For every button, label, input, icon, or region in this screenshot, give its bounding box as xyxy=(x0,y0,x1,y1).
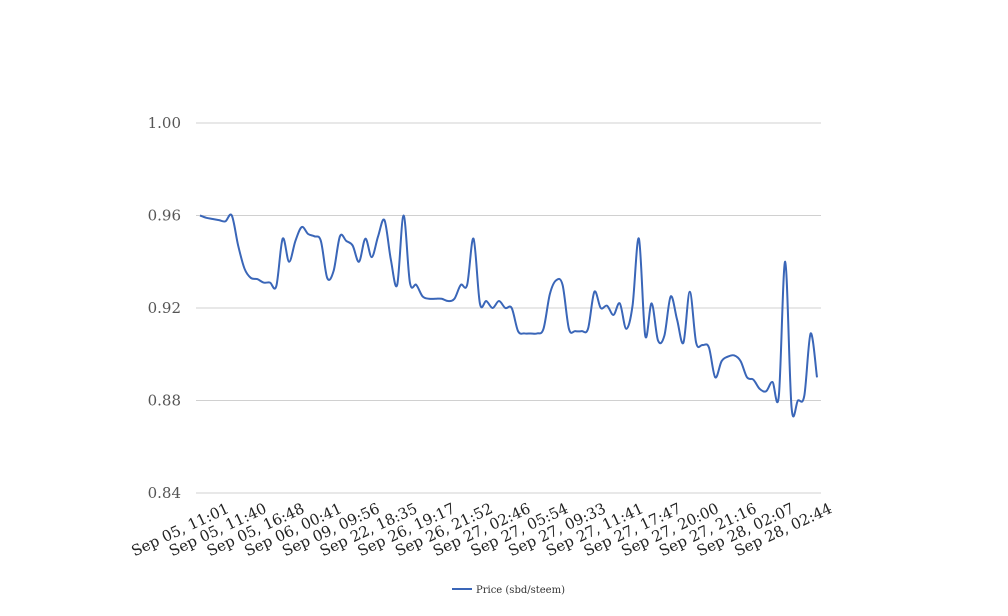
y-tick-label: 0.92 xyxy=(148,299,181,317)
y-axis-ticks: 0.84 0.88 0.92 0.96 1.00 xyxy=(148,114,181,502)
y-tick-label: 1.00 xyxy=(148,114,181,132)
legend: Price (sbd/steem) xyxy=(452,585,565,596)
y-tick-label: 0.96 xyxy=(148,207,181,225)
series-line-0 xyxy=(199,213,818,418)
y-tick-label: 0.88 xyxy=(148,392,181,410)
y-tick-label: 0.84 xyxy=(148,484,181,502)
series-lines xyxy=(199,213,818,418)
legend-label: Price (sbd/steem) xyxy=(476,585,565,596)
